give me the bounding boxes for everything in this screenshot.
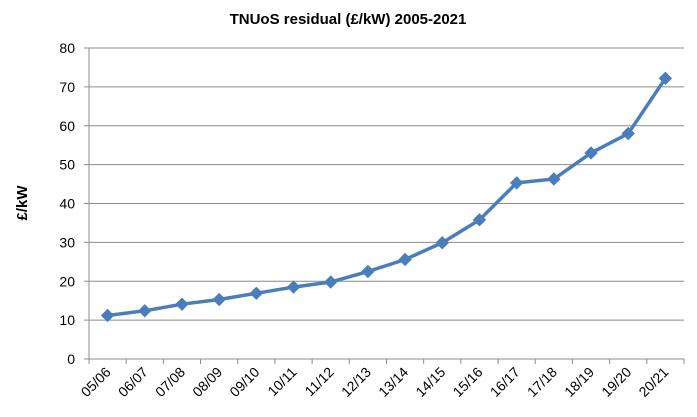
data-point-07-08: [175, 297, 189, 311]
data-point-05-06: [100, 308, 115, 323]
x-tick-label: 12/13: [338, 364, 374, 400]
y-tick-label: 0: [67, 351, 75, 367]
data-point-14-15: [435, 236, 449, 250]
series-line-0: [105, 76, 668, 318]
x-tick-label: 10/11: [264, 364, 300, 400]
data-point-15-16: [472, 213, 487, 227]
gridlines: [89, 47, 684, 321]
x-tick-label: 13/14: [375, 364, 411, 400]
y-tick-label: 60: [59, 118, 75, 134]
chart-title: TNUoS residual (£/kW) 2005-2021: [230, 11, 467, 28]
x-tick-label: 09/10: [226, 364, 262, 400]
x-tick-label: 14/15: [412, 364, 448, 400]
x-tick-labels: 05/06 06/07 07/08 08/09 09/10 10/11 11/12 12/13…: [78, 364, 672, 400]
series-layer: [100, 71, 673, 323]
data-point-16-17: [509, 176, 524, 190]
y-tick-label: 40: [59, 196, 75, 212]
data-point-08-09: [212, 292, 226, 307]
x-tick-label: 16/17: [487, 364, 523, 400]
x-tick-label: 18/19: [561, 364, 597, 400]
x-tick-label: 05/06: [78, 364, 114, 400]
data-point-09-10: [249, 286, 264, 301]
data-point-19-20: [621, 126, 635, 141]
x-tick-label: 19/20: [598, 364, 634, 400]
x-tick-label: 07/08: [152, 364, 188, 400]
data-point-20-21: [658, 71, 673, 86]
data-point-06-07: [138, 304, 152, 318]
data-point-17-18: [547, 172, 561, 186]
x-tick-label: 11/12: [301, 364, 337, 400]
x-tick-label: 06/07: [115, 364, 151, 400]
x-tick-label: 17/18: [524, 364, 560, 400]
x-tick-label: 15/16: [449, 364, 485, 400]
x-tick-label: 08/09: [189, 364, 225, 400]
y-axis-label: £/kW: [14, 185, 31, 221]
data-point-11-12: [324, 275, 338, 289]
axes: [84, 47, 685, 364]
data-point-10-11: [286, 280, 301, 294]
y-tick-label: 50: [59, 157, 75, 173]
y-tick-label: 10: [59, 312, 75, 328]
y-tick-label: 70: [59, 79, 75, 95]
y-tick-labels: 0 10 20 30 40 50 60 70 80: [59, 40, 75, 367]
y-tick-label: 20: [59, 273, 75, 289]
y-tick-label: 80: [59, 40, 75, 56]
data-point-13-14: [398, 252, 412, 267]
data-point-18-19: [584, 146, 598, 160]
data-point-12-13: [361, 264, 375, 279]
x-tick-label: 20/21: [635, 364, 671, 400]
y-tick-label: 30: [59, 234, 75, 250]
